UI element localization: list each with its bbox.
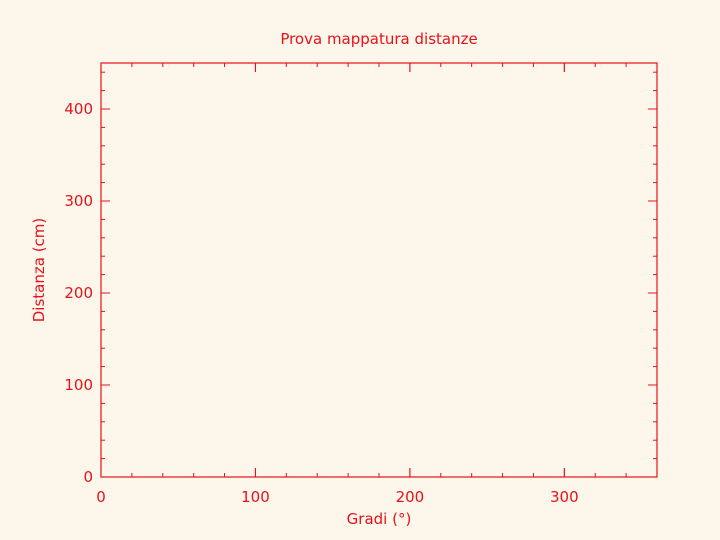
x-axis-label: Gradi (°) (347, 510, 412, 528)
y-tick-label: 0 (83, 468, 93, 486)
y-tick-label: 400 (64, 100, 93, 118)
chart-title: Prova mappatura distanze (280, 30, 477, 48)
x-tick-label: 100 (241, 488, 270, 506)
x-tick-label: 200 (396, 488, 425, 506)
y-tick-label: 200 (64, 284, 93, 302)
y-tick-label: 100 (64, 376, 93, 394)
y-tick-label: 300 (64, 192, 93, 210)
y-axis-label: Distanza (cm) (30, 218, 48, 323)
x-tick-label: 0 (96, 488, 106, 506)
y-tick-labels: 0 100 200 300 400 (64, 100, 93, 486)
x-tick-labels: 0 100 200 300 (96, 488, 578, 506)
plot-frame (100, 62, 658, 478)
x-tick-label: 300 (550, 488, 579, 506)
